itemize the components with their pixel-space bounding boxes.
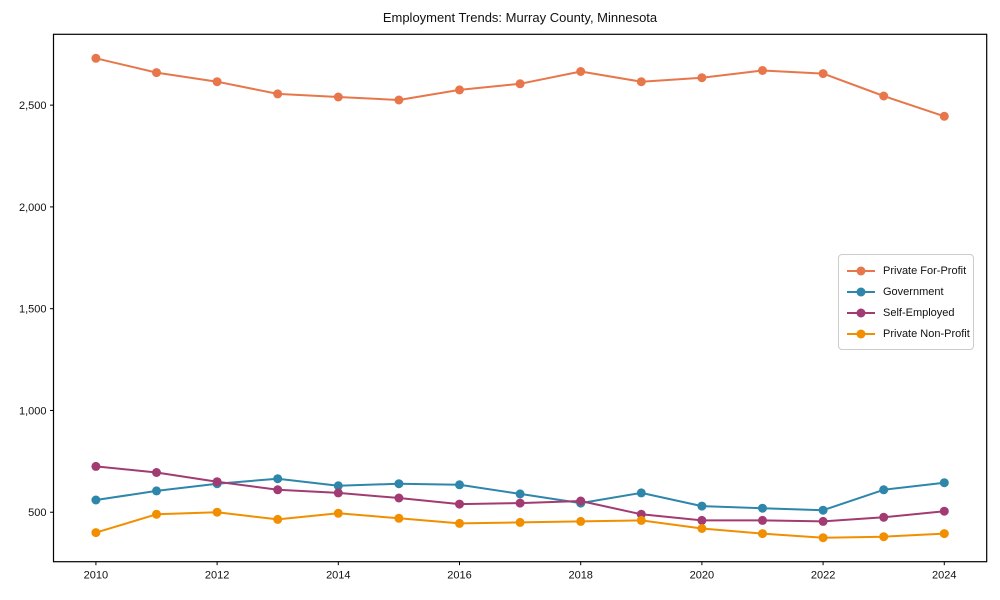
data-point-private-for-profit — [697, 73, 707, 83]
x-tick-label: 2024 — [932, 570, 956, 582]
data-point-government — [91, 495, 101, 505]
data-point-self-employed — [212, 477, 222, 487]
data-point-self-employed — [455, 499, 464, 509]
legend-item: Private For-Profit — [846, 260, 967, 281]
data-point-private-for-profit — [636, 77, 646, 87]
legend-item-label: Private For-Profit — [883, 264, 967, 277]
y-tick-label: 500 — [28, 507, 46, 519]
data-point-government — [636, 488, 646, 498]
axes-frame — [52, 33, 988, 563]
data-point-government — [333, 481, 343, 491]
data-point-government — [697, 501, 707, 511]
x-tick-label: 2012 — [205, 570, 229, 582]
data-point-self-employed — [697, 515, 707, 525]
data-point-private-for-profit — [273, 89, 283, 99]
legend-item-label: Government — [883, 285, 944, 298]
data-point-self-employed — [818, 516, 828, 526]
legend-line-marker-icon — [847, 266, 875, 275]
data-point-private-non-profit — [455, 518, 464, 528]
legend-item-label: Self-Employed — [883, 306, 955, 319]
x-tick-label: 2014 — [326, 570, 350, 582]
data-point-private-for-profit — [576, 67, 586, 76]
data-point-private-non-profit — [212, 507, 222, 517]
data-point-self-employed — [879, 512, 889, 522]
data-point-government — [152, 486, 161, 496]
data-point-private-non-profit — [515, 517, 525, 527]
data-point-private-non-profit — [636, 515, 646, 525]
x-tick-label: 2022 — [811, 570, 835, 582]
legend-line-marker-icon — [847, 329, 875, 338]
data-point-self-employed — [333, 488, 343, 498]
data-point-self-employed — [394, 493, 404, 503]
legend-item-label: Private Non-Profit — [883, 327, 970, 340]
chart-title: Employment Trends: Murray County, Minnes… — [382, 10, 658, 25]
data-point-self-employed — [91, 461, 101, 471]
legend-item: Private Non-Profit — [846, 323, 970, 344]
y-tick-label: 2,500 — [19, 100, 47, 112]
legend-item: Self-Employed — [846, 302, 965, 323]
data-point-self-employed — [273, 485, 283, 495]
data-point-private-for-profit — [212, 77, 222, 87]
data-point-private-for-profit — [515, 79, 525, 89]
data-point-self-employed — [576, 496, 586, 506]
data-point-self-employed — [939, 506, 949, 516]
legend: Private For-Profit Government Self-Employe… — [838, 254, 974, 350]
data-point-private-for-profit — [152, 68, 161, 78]
data-point-government — [515, 489, 525, 499]
data-point-private-non-profit — [879, 532, 889, 542]
data-point-private-for-profit — [333, 92, 343, 102]
data-point-private-for-profit — [394, 95, 404, 105]
data-point-private-for-profit — [758, 66, 767, 75]
data-point-private-non-profit — [697, 524, 707, 533]
data-point-private-for-profit — [91, 53, 101, 63]
data-point-government — [939, 478, 949, 488]
y-tick-label: 1,000 — [19, 405, 47, 417]
data-point-private-non-profit — [939, 529, 949, 539]
data-point-private-non-profit — [333, 508, 343, 518]
data-point-private-non-profit — [576, 516, 586, 526]
data-point-self-employed — [758, 515, 767, 525]
legend-item: Government — [846, 281, 965, 302]
y-tick-label: 1,500 — [19, 304, 47, 316]
data-point-government — [758, 503, 767, 513]
data-point-government — [818, 505, 828, 515]
data-point-private-for-profit — [818, 69, 828, 79]
data-point-government — [273, 474, 283, 484]
data-point-private-non-profit — [818, 533, 828, 543]
x-tick-label: 2016 — [447, 570, 471, 582]
data-point-government — [879, 485, 889, 495]
data-point-private-non-profit — [273, 514, 283, 524]
data-point-private-non-profit — [394, 513, 404, 523]
data-point-private-non-profit — [758, 529, 767, 539]
x-tick-label: 2018 — [568, 570, 592, 582]
data-point-private-non-profit — [91, 528, 101, 538]
data-point-private-for-profit — [879, 91, 889, 101]
legend-line-marker-icon — [847, 287, 875, 296]
data-point-private-non-profit — [152, 509, 161, 519]
y-tick-label: 2,000 — [19, 202, 47, 214]
data-point-private-for-profit — [939, 111, 949, 121]
x-tick-label: 2010 — [84, 570, 108, 582]
legend-line-marker-icon — [847, 308, 875, 317]
data-point-government — [455, 480, 464, 490]
x-tick-label: 2020 — [690, 570, 714, 582]
data-point-private-for-profit — [455, 85, 464, 95]
data-point-self-employed — [152, 468, 161, 477]
data-point-self-employed — [515, 498, 525, 508]
data-point-government — [394, 479, 404, 489]
